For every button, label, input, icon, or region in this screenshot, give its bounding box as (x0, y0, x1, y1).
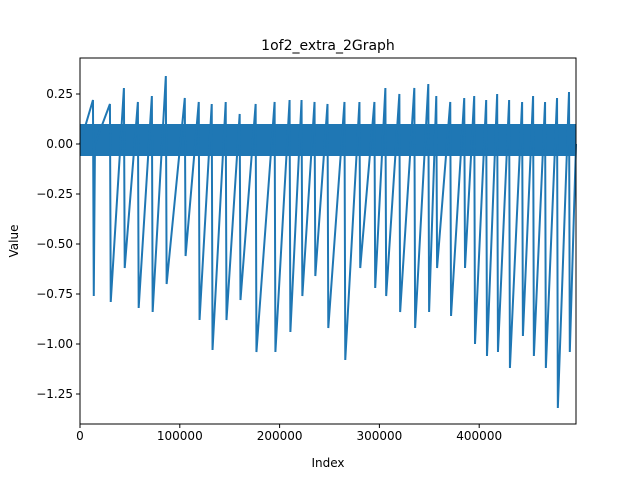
y-axis-label: Value (7, 225, 21, 258)
y-tick-label: 0.00 (46, 137, 73, 151)
y-tick-label: −1.25 (36, 387, 73, 401)
x-tick-label: 400000 (456, 429, 502, 443)
x-tick-label: 0 (76, 429, 84, 443)
x-tick-label: 100000 (157, 429, 203, 443)
x-tick-label: 300000 (356, 429, 402, 443)
series-path (79, 75, 577, 409)
plot-frame (79, 57, 577, 425)
y-tick-label: −1.00 (36, 337, 73, 351)
chart-title: 1of2_extra_2Graph (261, 38, 395, 54)
x-axis-label: Index (311, 456, 344, 470)
y-axis: 0.25 0.00 −0.25 −0.50 −0.75 −1.00 −1.25 (36, 87, 80, 401)
series-line (79, 75, 577, 409)
x-tick-label: 200000 (257, 429, 303, 443)
y-tick-label: −0.75 (36, 287, 73, 301)
y-tick-label: −0.50 (36, 237, 73, 251)
x-axis: 0 100000 200000 300000 400000 (76, 424, 502, 443)
y-tick-label: 0.25 (46, 87, 73, 101)
y-tick-label: −0.25 (36, 187, 73, 201)
